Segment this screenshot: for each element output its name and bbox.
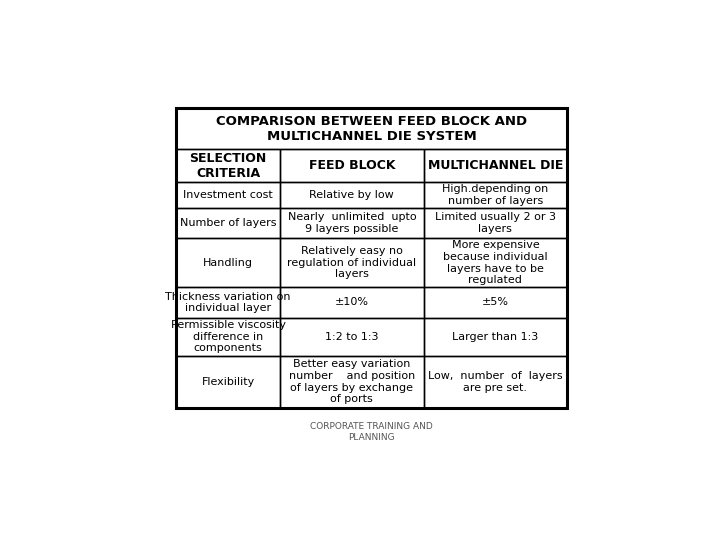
Text: High.depending on
number of layers: High.depending on number of layers — [442, 184, 549, 206]
Text: CORPORATE TRAINING AND
PLANNING: CORPORATE TRAINING AND PLANNING — [310, 422, 433, 442]
Text: COMPARISON BETWEEN FEED BLOCK AND
MULTICHANNEL DIE SYSTEM: COMPARISON BETWEEN FEED BLOCK AND MULTIC… — [216, 114, 527, 143]
Text: Limited usually 2 or 3
layers: Limited usually 2 or 3 layers — [435, 212, 556, 234]
Text: Flexibility: Flexibility — [202, 377, 255, 387]
Text: Permissible viscosity
difference in
components: Permissible viscosity difference in comp… — [171, 320, 286, 354]
Text: SELECTION
CRITERIA: SELECTION CRITERIA — [189, 152, 267, 180]
Text: Handling: Handling — [203, 258, 253, 268]
Text: ±10%: ±10% — [335, 298, 369, 307]
Text: Better easy variation
number    and position
of layers by exchange
of ports: Better easy variation number and positio… — [289, 360, 415, 404]
Text: FEED BLOCK: FEED BLOCK — [309, 159, 395, 172]
Text: Investment cost: Investment cost — [184, 190, 273, 200]
Text: Number of layers: Number of layers — [180, 218, 276, 228]
Text: Thickness variation on
individual layer: Thickness variation on individual layer — [166, 292, 291, 313]
Text: 1:2 to 1:3: 1:2 to 1:3 — [325, 332, 379, 342]
Text: More expensive
because individual
layers have to be
regulated: More expensive because individual layers… — [443, 240, 548, 285]
Text: Larger than 1:3: Larger than 1:3 — [452, 332, 539, 342]
Text: Relative by low: Relative by low — [310, 190, 395, 200]
Text: Nearly  unlimited  upto
9 layers possible: Nearly unlimited upto 9 layers possible — [287, 212, 416, 234]
Text: MULTICHANNEL DIE: MULTICHANNEL DIE — [428, 159, 563, 172]
Bar — [176, 109, 567, 408]
Text: Relatively easy no
regulation of individual
layers: Relatively easy no regulation of individ… — [287, 246, 416, 279]
Text: Low,  number  of  layers
are pre set.: Low, number of layers are pre set. — [428, 371, 563, 393]
Text: ±5%: ±5% — [482, 298, 509, 307]
